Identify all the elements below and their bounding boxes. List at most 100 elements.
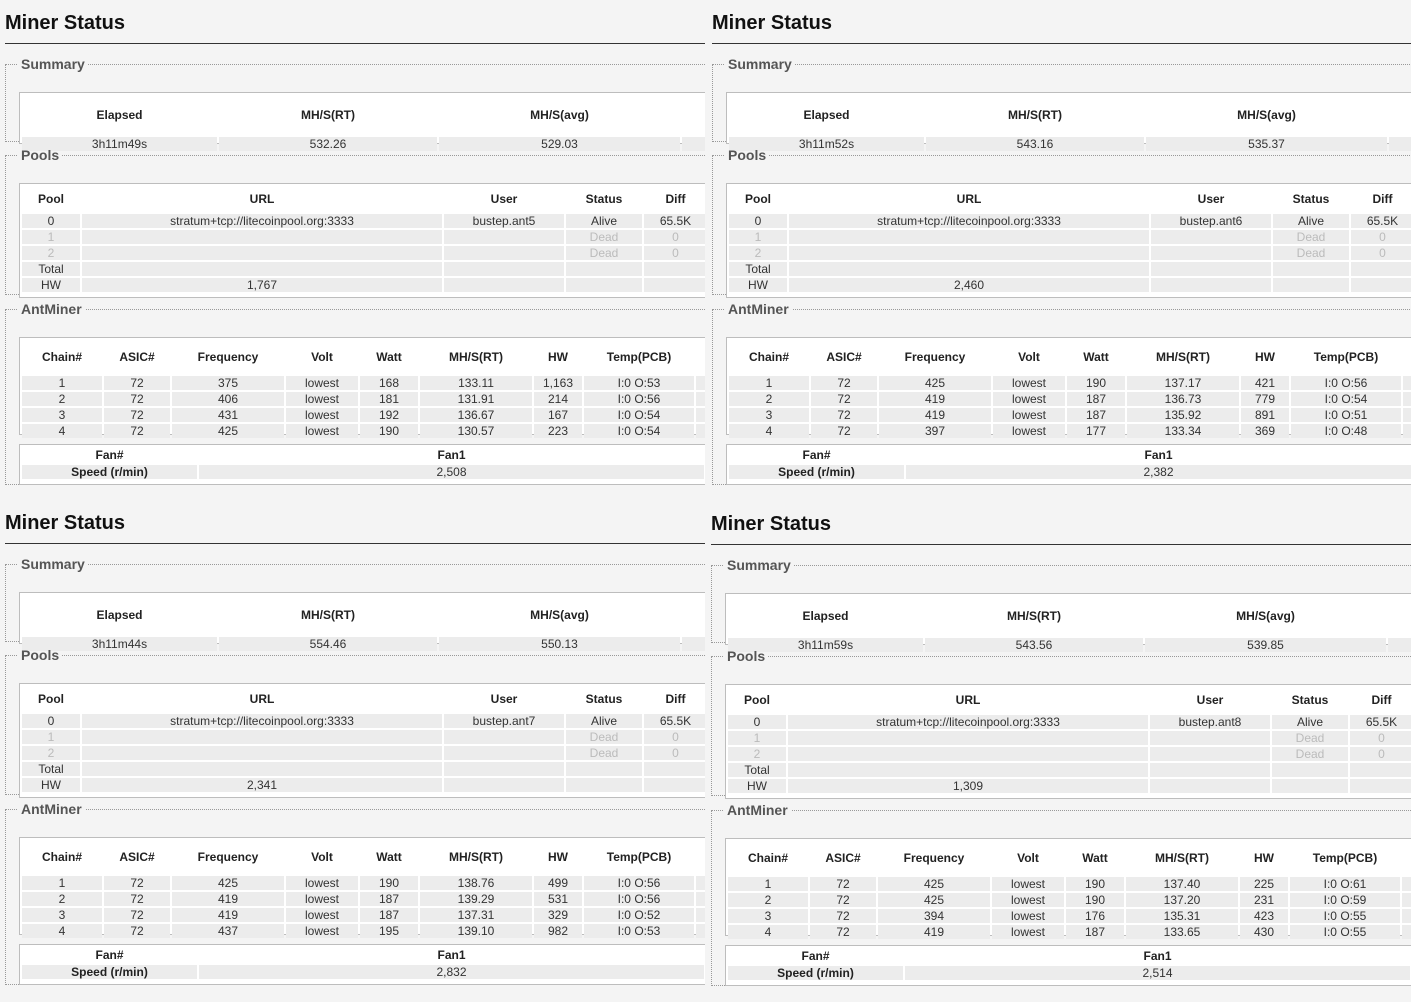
chain-watt: 192 [360,408,418,422]
summary-section: Summary Elapsed MH/S(RT) MH/S(avg) 3h11m… [712,56,1411,151]
chain-temp: I:0 O:54 [584,408,694,422]
pool-diff: 0 [1350,731,1411,745]
header-status: Status [1291,693,1329,707]
summary-table: Elapsed MH/S(RT) MH/S(avg) 3h11m49s 532.… [20,93,705,153]
chain-mhs-rt: 136.67 [420,408,532,422]
hw-total-value: 2,460 [789,278,1149,292]
pool-total-row: Total [728,763,1411,777]
hw-total-value: 2,341 [82,778,442,792]
chain-volt: lowest [993,376,1065,390]
pool-row: 0 stratum+tcp://litecoinpool.org:3333 bu… [22,214,705,228]
chain-hw: 891 [1241,408,1289,422]
header-temp: Temp(PCB) [606,850,672,864]
chain-id: 2 [728,893,808,907]
pool-user [1150,731,1270,745]
pool-diff: 0 [644,730,705,744]
header-watt: Watt [376,350,402,364]
header-mhs-avg: MH/S(avg) [1236,609,1295,623]
chain-hw: 167 [534,408,582,422]
header-frequency: Frequency [197,850,259,864]
pool-url [789,230,1149,244]
header-chain-mhs-rt: MH/S(RT) [449,850,503,864]
antminer-legend: AntMiner [727,802,788,818]
chain-volt: lowest [992,925,1064,939]
header-hw: HW [1255,350,1275,364]
chain-id: 4 [22,424,102,438]
pool-diff: 0 [1351,230,1411,244]
chains-table: Chain# ASIC# Frequency Volt Watt MH/S(RT… [727,338,1411,440]
chain-id: 3 [22,408,102,422]
header-chain: Chain# [41,350,82,364]
pools-legend: Pools [728,147,767,163]
header-frequency: Frequency [904,350,966,364]
fan-table: Fan# Fan1 Speed (r/min) 2,382 [727,445,1411,481]
chain-row: 3 72 394 lowest 176 135.31 423 I:0 O:55 [728,909,1411,923]
pools-table: Pool URL User Status Diff 0 stratum+tcp:… [726,685,1411,795]
chain-frequency: 431 [172,408,284,422]
antminer-legend: AntMiner [21,301,82,317]
pool-diff: 65.5K [644,714,705,728]
header-mhs-avg: MH/S(avg) [530,608,589,622]
header-fan: Fan# [95,448,124,462]
header-mhs-rt: MH/S(RT) [1007,609,1061,623]
pool-id: 2 [729,246,787,260]
summary-table-box: Elapsed MH/S(RT) MH/S(avg) 3h11m52s 543.… [726,92,1411,151]
chain-hw: 531 [534,892,582,906]
chain-temp: I:0 O:48 [1291,424,1401,438]
antminer-legend: AntMiner [728,301,789,317]
summary-table: Elapsed MH/S(RT) MH/S(avg) 3h11m44s 554.… [20,593,705,653]
pool-url [82,246,442,260]
pool-status: Dead [566,230,642,244]
fan-table: Fan# Fan1 Speed (r/min) 2,832 [20,945,705,981]
pool-total-row: Total [729,262,1411,276]
pool-status: Alive [566,714,642,728]
chain-hw: 369 [1241,424,1289,438]
pool-status: Dead [1272,731,1348,745]
pools-table: Pool URL User Status Diff 0 stratum+tcp:… [20,184,705,294]
header-chain-mhs-rt: MH/S(RT) [1156,350,1210,364]
chain-row: 2 72 406 lowest 181 131.91 214 I:0 O:56 [22,392,705,406]
chain-id: 4 [729,424,809,438]
hw-label: HW [22,778,80,792]
pool-url: stratum+tcp://litecoinpool.org:3333 [789,214,1149,228]
header-fan: Fan# [95,948,124,962]
pool-url [788,731,1148,745]
pool-id: 1 [729,230,787,244]
chain-mhs-rt: 139.10 [420,924,532,938]
pool-row: 0 stratum+tcp://litecoinpool.org:3333 bu… [729,214,1411,228]
chain-hw: 223 [534,424,582,438]
chain-temp: I:0 O:61 [1290,877,1400,891]
chain-id: 2 [729,392,809,406]
page-title: Miner Status [5,512,705,544]
fan-table: Fan# Fan1 Speed (r/min) 2,508 [20,445,705,481]
chain-temp: I:0 O:56 [584,392,694,406]
summary-legend: Summary [727,557,791,573]
pool-diff: 0 [1351,246,1411,260]
fan-table-box: Fan# Fan1 Speed (r/min) 2,514 [725,945,1411,986]
chain-temp: I:0 O:56 [1291,376,1401,390]
pool-row: 2 Dead 0 [22,246,705,260]
chain-row: 1 72 425 lowest 190 137.40 225 I:0 O:61 [728,877,1411,891]
chains-table: Chain# ASIC# Frequency Volt Watt MH/S(RT… [726,839,1411,941]
header-url: URL [955,693,981,707]
chain-watt: 190 [1066,893,1124,907]
fan-speed-label: Speed (r/min) [22,965,197,979]
chain-row: 1 72 425 lowest 190 138.76 499 I:0 O:56 [22,876,705,890]
pool-hw-row: HW 2,341 [22,778,705,792]
summary-table-box: Elapsed MH/S(RT) MH/S(avg) 3h11m44s 554.… [19,592,705,651]
chain-hw: 214 [534,392,582,406]
fan-speed-value: 2,514 [905,966,1410,980]
chain-temp: I:0 O:55 [1290,925,1400,939]
fan-speed-label: Speed (r/min) [729,465,904,479]
pool-user [444,246,564,260]
header-asic: ASIC# [826,350,862,364]
chain-volt: lowest [286,908,358,922]
fan-table-box: Fan# Fan1 Speed (r/min) 2,832 [19,944,705,985]
chains-table-box: Chain# ASIC# Frequency Volt Watt MH/S(RT… [725,838,1411,939]
chain-hw: 499 [534,876,582,890]
chain-watt: 177 [1067,424,1125,438]
chain-row: 3 72 419 lowest 187 135.92 891 I:0 O:51 [729,408,1411,422]
chain-frequency: 394 [878,909,990,923]
pool-row: 1 Dead 0 [22,230,705,244]
chain-asic: 72 [104,408,170,422]
